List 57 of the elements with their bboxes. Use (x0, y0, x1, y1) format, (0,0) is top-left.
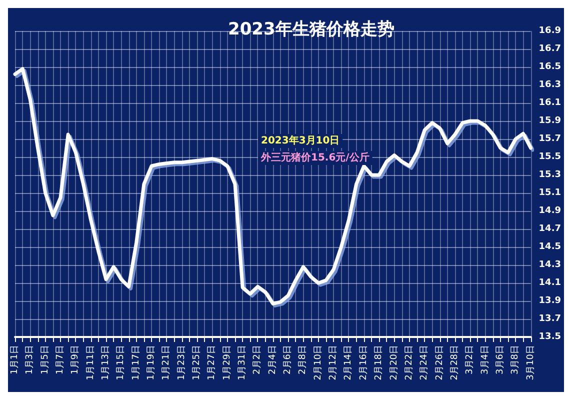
y-tick-label: 16.5 (538, 62, 562, 72)
x-tick-label: 1月7日 (56, 345, 66, 374)
x-tick-label: 2月12日 (328, 345, 339, 380)
x-tick-label: 2月22日 (404, 345, 414, 380)
x-tick-label: 2月28日 (450, 345, 460, 380)
x-tick-label: 2月16日 (358, 345, 369, 380)
x-tick-label: 1月3日 (25, 345, 36, 374)
x-tick-label: 2月2日 (252, 345, 263, 374)
x-tick-label: 1月15日 (116, 345, 126, 380)
x-tick-label: 3月2日 (465, 345, 476, 374)
chart-title: 2023年生猪价格走势 (228, 20, 394, 40)
y-tick-label: 15.3 (538, 170, 562, 180)
x-tick-label: 2月26日 (434, 345, 445, 380)
y-tick-label: 14.1 (538, 278, 562, 288)
x-tick-label: 1月23日 (176, 345, 187, 380)
y-tick-label: 15.9 (538, 116, 562, 126)
x-tick-label: 3月6日 (495, 345, 506, 374)
x-tick-label: 2月18日 (374, 345, 384, 380)
x-tick-label: 1月1日 (10, 345, 20, 374)
y-tick-label: 16.9 (538, 26, 562, 36)
x-tick-label: 2月10日 (313, 345, 324, 380)
x-tick-label: 1月29日 (222, 345, 232, 380)
x-tick-label: 1月17日 (131, 345, 142, 380)
y-tick-label: 13.7 (538, 314, 562, 324)
x-tick-label: 2月6日 (283, 345, 294, 374)
x-tick-label: 2月24日 (420, 345, 430, 380)
x-tick-label: 2月20日 (389, 345, 400, 380)
x-tick-label: 1月19日 (146, 345, 157, 380)
x-tick-label: 1月31日 (238, 345, 248, 380)
x-tick-label: 1月9日 (70, 345, 81, 374)
y-tick-label: 14.9 (538, 206, 562, 216)
x-tick-label: 3月8日 (510, 345, 521, 374)
x-tick-label: 1月25日 (192, 345, 202, 380)
x-tick-label: 1月27日 (207, 345, 218, 380)
y-tick-label: 13.5 (538, 332, 562, 342)
x-tick-label: 1月13日 (101, 345, 112, 380)
y-tick-label: 14.3 (538, 260, 562, 270)
line-series (13, 67, 533, 306)
y-tick-label: 15.7 (538, 134, 562, 144)
annotation: 2023年3月10日 (261, 134, 340, 146)
y-tick-label: 15.1 (538, 188, 562, 198)
x-tick-label: 3月4日 (480, 345, 490, 374)
x-tick-label: 2月8日 (298, 345, 308, 374)
y-tick-label: 16.3 (538, 80, 562, 90)
x-tick-label: 1月11日 (86, 345, 96, 380)
x-tick-label: 3月10日 (526, 345, 536, 380)
y-tick-label: 15.5 (538, 152, 562, 162)
y-tick-label: 13.9 (538, 296, 562, 306)
x-tick-label: 1月5日 (40, 345, 50, 374)
x-tick-label: 1月21日 (162, 345, 172, 380)
annotation: 外三元猪价15.6元/公斤 (260, 152, 370, 164)
x-tick-label: 2月14日 (344, 345, 354, 380)
x-tick-label: 2月4日 (268, 345, 278, 374)
y-tick-label: 14.5 (538, 242, 562, 252)
y-tick-label: 14.7 (538, 224, 562, 234)
y-tick-label: 16.1 (538, 98, 562, 108)
y-tick-label: 16.7 (538, 44, 562, 54)
